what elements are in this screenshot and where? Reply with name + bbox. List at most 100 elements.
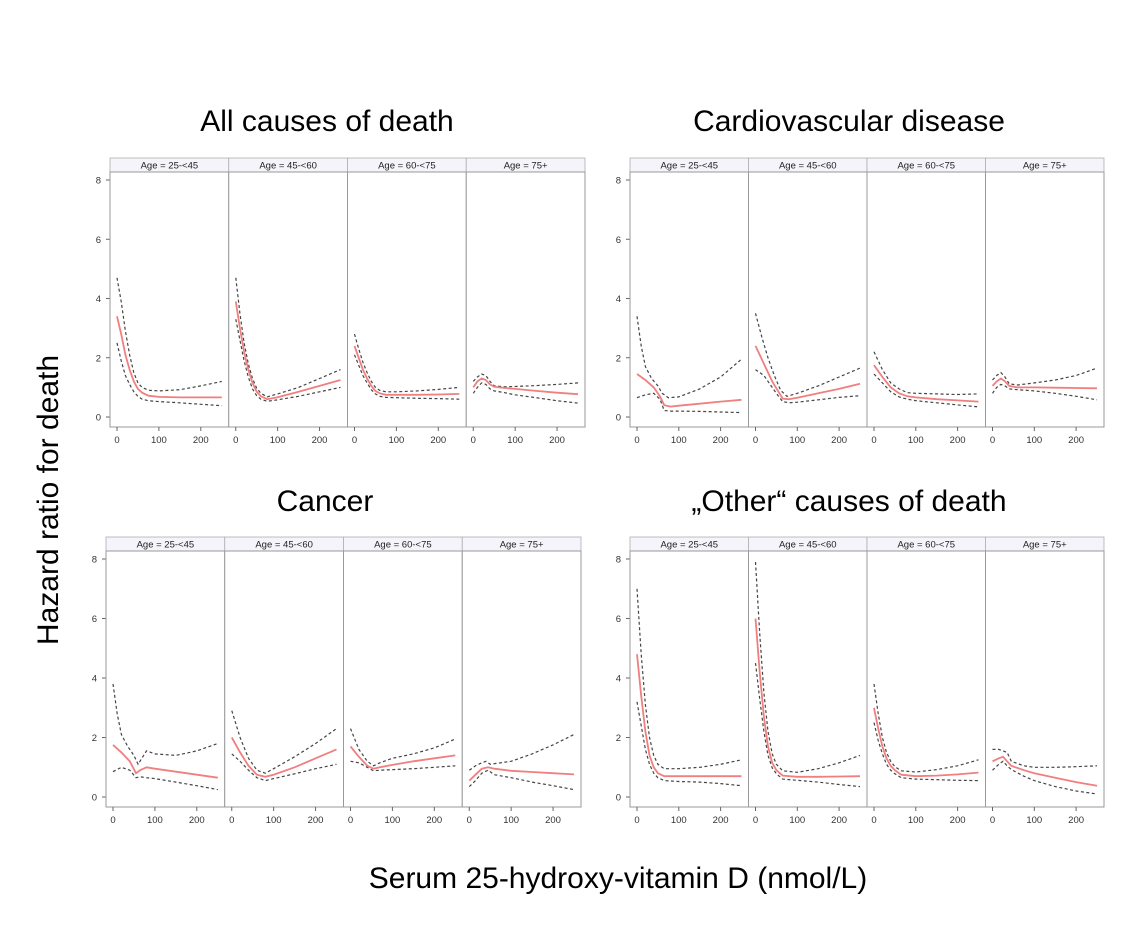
lower-ci-line: [468, 769, 575, 791]
lower-ci-line: [472, 382, 579, 404]
chart-1: All causes of death 0 2 4 6 8 Age = 25-<45 0 100…: [96, 105, 586, 446]
x-tick-label: 100: [266, 815, 282, 826]
panel-strip-label: Age = 45-<60: [779, 540, 837, 551]
lower-ci-line: [754, 663, 861, 788]
panel-frame: [629, 171, 749, 428]
panel-strip-label: Age = 75+: [1023, 161, 1067, 172]
x-tick-label: 100: [503, 815, 519, 826]
x-tick-label: 200: [831, 815, 847, 826]
panel-frame: [109, 171, 230, 428]
x-tick-label: 200: [1068, 435, 1084, 446]
lower-ci-line: [116, 342, 222, 407]
x-tick-label: 0: [348, 815, 353, 826]
upper-ci-line: [349, 728, 456, 767]
y-tick-label: 6: [96, 235, 101, 246]
panel-4: Age = 75+ 0 100 200: [465, 157, 586, 446]
y-tick-label: 8: [96, 176, 101, 187]
panel-frame: [985, 171, 1105, 428]
panel-1: Age = 25-<45 0 100 200: [629, 536, 749, 826]
panel-strip-label: Age = 60-<75: [897, 161, 955, 172]
panel-frame: [224, 550, 344, 808]
x-tick-label: 200: [713, 815, 729, 826]
y-tick-label: 4: [96, 294, 101, 305]
x-tick-label: 0: [871, 435, 876, 446]
y-tick-label: 6: [616, 235, 621, 246]
panel-strip-label: Age = 45-<60: [255, 540, 313, 551]
panel-frame: [985, 550, 1105, 808]
panel-strip-label: Age = 75+: [504, 161, 548, 172]
panel-frame: [228, 171, 348, 428]
panel-3: Age = 60-<75 0 100 200: [866, 536, 986, 826]
upper-ci-line: [636, 316, 742, 399]
y-tick-label: 4: [616, 294, 621, 305]
y-tick-label: 2: [616, 353, 621, 364]
chart-2: Cardiovascular disease 0 2 4 6 8 Age = 25-<45 0…: [616, 105, 1105, 446]
hazard-ratio-line: [353, 345, 460, 396]
y-axis-title: Hazard ratio for death: [32, 355, 65, 645]
x-tick-label: 100: [789, 435, 805, 446]
panel-4: Age = 75+ 0 100 200: [985, 536, 1105, 826]
y-tick-label: 2: [96, 353, 101, 364]
upper-ci-line: [754, 313, 861, 397]
panel-strip-label: Age = 60-<75: [897, 540, 955, 551]
upper-ci-line: [992, 367, 1098, 386]
x-tick-label: 100: [147, 815, 163, 826]
x-tick-label: 0: [471, 435, 476, 446]
x-tick-label: 200: [950, 435, 966, 446]
hazard-ratio-line: [636, 654, 742, 778]
upper-ci-line: [235, 277, 341, 398]
x-tick-label: 200: [950, 815, 966, 826]
x-tick-label: 100: [789, 815, 805, 826]
panel-frame: [866, 171, 986, 428]
hazard-ratio-line: [873, 707, 979, 778]
lower-ci-line: [992, 760, 1098, 795]
x-tick-label: 100: [671, 435, 687, 446]
hazard-ratio-line: [472, 377, 579, 396]
panel-strip-label: Age = 45-<60: [779, 161, 837, 172]
hazard-ratio-line: [873, 364, 979, 403]
hazard-ratio-line: [231, 737, 337, 778]
x-tick-label: 200: [713, 435, 729, 446]
x-tick-label: 0: [990, 815, 995, 826]
panel-frame: [347, 171, 467, 428]
panel-strip-label: Age = 25-<45: [141, 161, 199, 172]
chart-title: Cardiovascular disease: [693, 105, 1005, 138]
y-tick-label: 4: [92, 674, 97, 685]
panel-3: Age = 60-<75 0 100 200: [347, 157, 467, 446]
y-tick-label: 2: [92, 733, 97, 744]
panel-frame: [748, 550, 868, 808]
panel-frame: [748, 171, 868, 428]
panel-strip-label: Age = 25-<45: [137, 540, 195, 551]
lower-ci-line: [353, 354, 460, 400]
lower-ci-line: [636, 701, 742, 787]
hazard-ratio-line: [349, 745, 456, 770]
panel-1: Age = 25-<45 0 100 200: [105, 536, 226, 826]
hazard-ratio-line: [636, 373, 742, 408]
panel-2: Age = 45-<60 0 100 200: [748, 157, 868, 446]
x-tick-label: 0: [352, 435, 357, 446]
x-tick-label: 100: [1026, 435, 1042, 446]
lower-ci-line: [112, 766, 218, 791]
x-tick-label: 200: [308, 815, 324, 826]
chart-title: „Other“ causes of death: [691, 485, 1006, 518]
x-tick-label: 100: [270, 435, 286, 446]
x-tick-label: 0: [634, 815, 639, 826]
x-tick-label: 0: [990, 435, 995, 446]
lower-ci-line: [992, 383, 1098, 401]
x-tick-label: 100: [908, 815, 924, 826]
panel-strip-label: Age = 45-<60: [259, 161, 317, 172]
y-tick-label: 6: [616, 614, 621, 625]
y-tick-label: 8: [616, 555, 621, 566]
panel-frame: [629, 550, 749, 808]
panel-4: Age = 75+ 0 100 200: [461, 536, 582, 826]
x-tick-label: 200: [189, 815, 205, 826]
upper-ci-line: [873, 683, 979, 773]
chart-title: Cancer: [277, 485, 374, 518]
upper-ci-line: [116, 277, 222, 392]
x-tick-label: 100: [671, 815, 687, 826]
panel-frame: [465, 171, 586, 428]
x-tick-label: 100: [388, 435, 404, 446]
upper-ci-line: [231, 710, 337, 774]
panel-2: Age = 45-<60 0 100 200: [224, 536, 344, 826]
hazard-ratio-line: [116, 316, 222, 399]
